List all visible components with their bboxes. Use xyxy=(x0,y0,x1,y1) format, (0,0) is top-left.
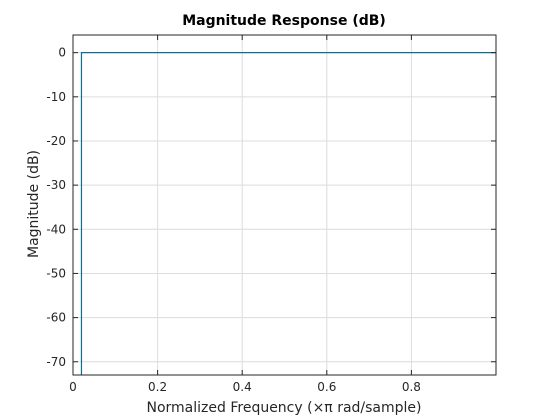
y-tick-label: -20 xyxy=(46,134,66,148)
x-tick-label: 0 xyxy=(69,380,77,394)
x-tick-label: 0.8 xyxy=(402,380,421,394)
y-tick-label: -40 xyxy=(46,222,66,236)
x-tick-label: 0.2 xyxy=(148,380,167,394)
x-tick-label: 0.6 xyxy=(317,380,336,394)
series-layer xyxy=(80,52,496,375)
plot-area-border xyxy=(72,34,497,376)
series-line xyxy=(80,52,496,375)
y-tick-label: -10 xyxy=(46,90,66,104)
x-tick-label: 0.4 xyxy=(233,380,252,394)
y-tick-label: 0 xyxy=(58,46,66,60)
ticks: 0 0.2 0.4 0.6 0.8 0 -10 -20 -30 -40 -50 -60 -70 xyxy=(46,35,496,394)
x-axis-label: Normalized Frequency (×π rad/sample) xyxy=(147,400,422,416)
y-tick-label: -60 xyxy=(46,311,66,325)
chart-title: Magnitude Response (dB) xyxy=(182,13,386,29)
y-axis-label: Magnitude (dB) xyxy=(26,150,42,258)
y-tick-label: -50 xyxy=(46,266,66,280)
y-tick-label: -70 xyxy=(46,355,66,369)
y-tick-label: -30 xyxy=(46,178,66,192)
